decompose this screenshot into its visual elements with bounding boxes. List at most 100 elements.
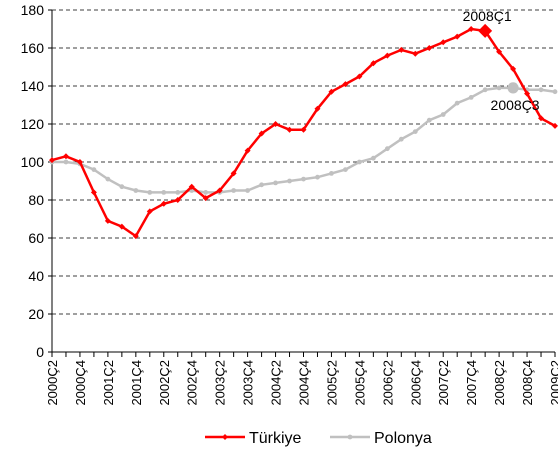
point [300, 126, 307, 133]
point [272, 121, 279, 127]
point [62, 153, 69, 160]
point [552, 89, 558, 95]
point [118, 223, 125, 230]
point [482, 87, 488, 93]
y-tick-label: 100 [21, 154, 45, 170]
point [174, 197, 181, 203]
point [203, 190, 209, 195]
point [91, 167, 97, 173]
point [287, 178, 292, 184]
point [370, 60, 377, 67]
y-tick-label: 160 [21, 40, 45, 56]
point [105, 176, 111, 182]
y-tick-label: 60 [28, 230, 44, 246]
point [147, 190, 153, 195]
legend-marker [347, 434, 353, 440]
point [524, 90, 531, 97]
point [398, 136, 404, 142]
point [146, 208, 153, 215]
point [468, 95, 474, 100]
point [202, 195, 209, 202]
point [384, 146, 390, 152]
point [538, 87, 544, 93]
point [216, 187, 223, 194]
point [496, 85, 502, 91]
point [104, 217, 111, 224]
y-tick-label: 20 [28, 306, 44, 322]
point [175, 190, 181, 195]
point [356, 159, 362, 165]
point [231, 188, 237, 193]
legend-marker [222, 434, 228, 440]
annotation: 2008Ç1 [463, 8, 512, 24]
y-tick-label: 40 [28, 268, 44, 284]
point [538, 115, 545, 122]
point [468, 26, 475, 32]
point [426, 45, 433, 51]
point [314, 105, 321, 112]
x-tick-label: 2009Ç2 [548, 360, 558, 406]
x-tick-label: 2004Ç4 [297, 360, 312, 406]
point [454, 33, 461, 40]
point [454, 100, 460, 106]
point [245, 188, 251, 193]
point [63, 159, 69, 165]
point [343, 167, 348, 173]
point [76, 159, 83, 165]
legend-label: Polonya [374, 430, 432, 447]
point [301, 176, 306, 182]
point [329, 171, 334, 176]
x-tick-label: 2000Ç4 [73, 360, 88, 406]
point [273, 180, 278, 186]
point [496, 48, 503, 55]
x-tick-label: 2008Ç2 [492, 360, 507, 406]
point [384, 52, 391, 59]
point [398, 46, 405, 53]
y-tick-label: 120 [21, 116, 45, 132]
x-tick-label: 2003Ç2 [213, 360, 228, 406]
point [286, 126, 293, 133]
point [370, 155, 376, 161]
point [133, 188, 139, 193]
point [328, 88, 335, 95]
x-tick-label: 2000Ç2 [45, 360, 60, 406]
x-tick-label: 2006Ç2 [380, 360, 395, 406]
highlight-point [507, 82, 519, 94]
point [315, 174, 320, 180]
x-tick-label: 2005Ç4 [352, 360, 367, 406]
point [119, 184, 125, 190]
highlight-point [478, 23, 493, 38]
x-tick-label: 2005Ç2 [324, 360, 339, 406]
point [552, 122, 558, 129]
x-tick-label: 2002Ç4 [185, 360, 200, 406]
x-tick-label: 2004Ç2 [269, 360, 284, 406]
point [342, 81, 349, 88]
x-tick-label: 2001Ç4 [129, 360, 144, 406]
point [412, 129, 418, 135]
x-tick-label: 2007Ç2 [436, 360, 451, 406]
x-tick-label: 2001Ç2 [101, 360, 116, 406]
x-tick-label: 2008Ç4 [520, 360, 535, 406]
point [356, 73, 363, 80]
annotation: 2008Ç3 [491, 97, 540, 113]
x-tick-label: 2006Ç4 [408, 360, 423, 406]
x-tick-label: 2007Ç4 [464, 360, 479, 406]
y-tick-label: 180 [21, 2, 45, 18]
point [188, 183, 195, 190]
point [510, 65, 517, 72]
point [160, 200, 167, 207]
x-tick-label: 2003Ç4 [241, 360, 256, 406]
point [426, 117, 432, 123]
point [161, 190, 167, 195]
point [412, 50, 419, 57]
point [132, 233, 139, 240]
legend-label: Türkiye [249, 430, 302, 447]
y-tick-label: 80 [28, 192, 44, 208]
point [49, 157, 55, 164]
point [90, 189, 97, 196]
point [230, 170, 237, 177]
x-tick-label: 2002Ç2 [157, 360, 172, 406]
y-tick-label: 140 [21, 78, 45, 94]
point [440, 39, 447, 46]
